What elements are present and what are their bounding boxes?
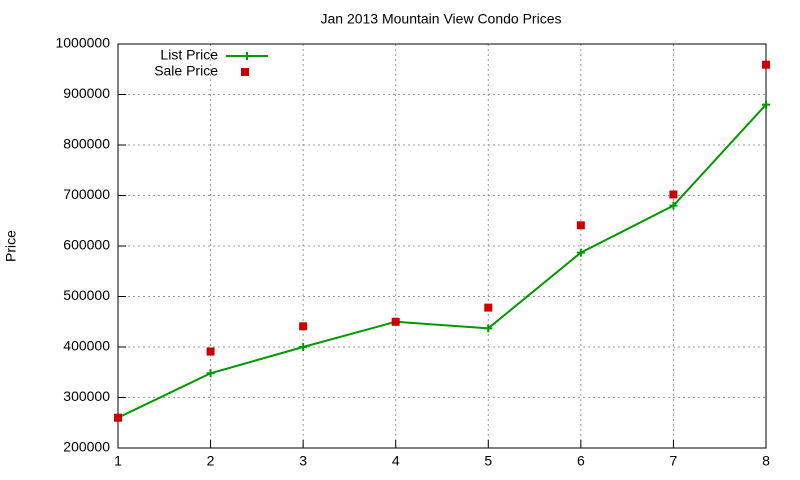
- point-marker: [299, 322, 308, 331]
- y-tick-label: 900000: [63, 85, 110, 101]
- legend-marker: [243, 52, 251, 60]
- point-marker: [762, 60, 770, 69]
- point-marker: [669, 201, 678, 210]
- legend-label: List Price: [160, 47, 218, 63]
- point-marker: [484, 303, 493, 312]
- point-marker: [114, 413, 122, 422]
- chart-title: Jan 2013 Mountain View Condo Prices: [320, 11, 561, 27]
- x-tick-label: 2: [207, 453, 215, 469]
- y-tick-label: 300000: [63, 388, 110, 404]
- x-tick-label: 7: [670, 453, 678, 469]
- plot-frame: [117, 43, 767, 449]
- point-marker: [484, 324, 493, 333]
- y-tick-label: 600000: [63, 237, 110, 253]
- point-marker: [391, 317, 400, 326]
- y-tick-label: 800000: [63, 136, 110, 152]
- point-marker: [576, 248, 585, 257]
- point-marker: [299, 343, 308, 351]
- x-tick-label: 5: [484, 453, 492, 469]
- y-axis-label: Price: [3, 230, 19, 262]
- legend-marker: [241, 68, 249, 76]
- y-tick-label: 1000000: [55, 35, 110, 51]
- point-marker: [669, 190, 678, 199]
- x-tick-label: 6: [577, 453, 585, 469]
- y-tick-label: 200000: [63, 439, 110, 455]
- x-tick-label: 8: [762, 453, 770, 469]
- y-tick-label: 700000: [63, 186, 110, 202]
- legend-label: Sale Price: [154, 63, 218, 79]
- y-tick-label: 500000: [63, 287, 110, 303]
- point-marker: [206, 347, 215, 356]
- x-tick-label: 3: [299, 453, 307, 469]
- point-marker: [576, 221, 585, 230]
- line: [117, 103, 767, 419]
- x-tick-label: 4: [392, 453, 400, 469]
- point-marker: [206, 369, 215, 378]
- y-tick-label: 400000: [63, 338, 110, 354]
- point-marker: [762, 100, 770, 109]
- x-tick-label: 1: [114, 453, 122, 469]
